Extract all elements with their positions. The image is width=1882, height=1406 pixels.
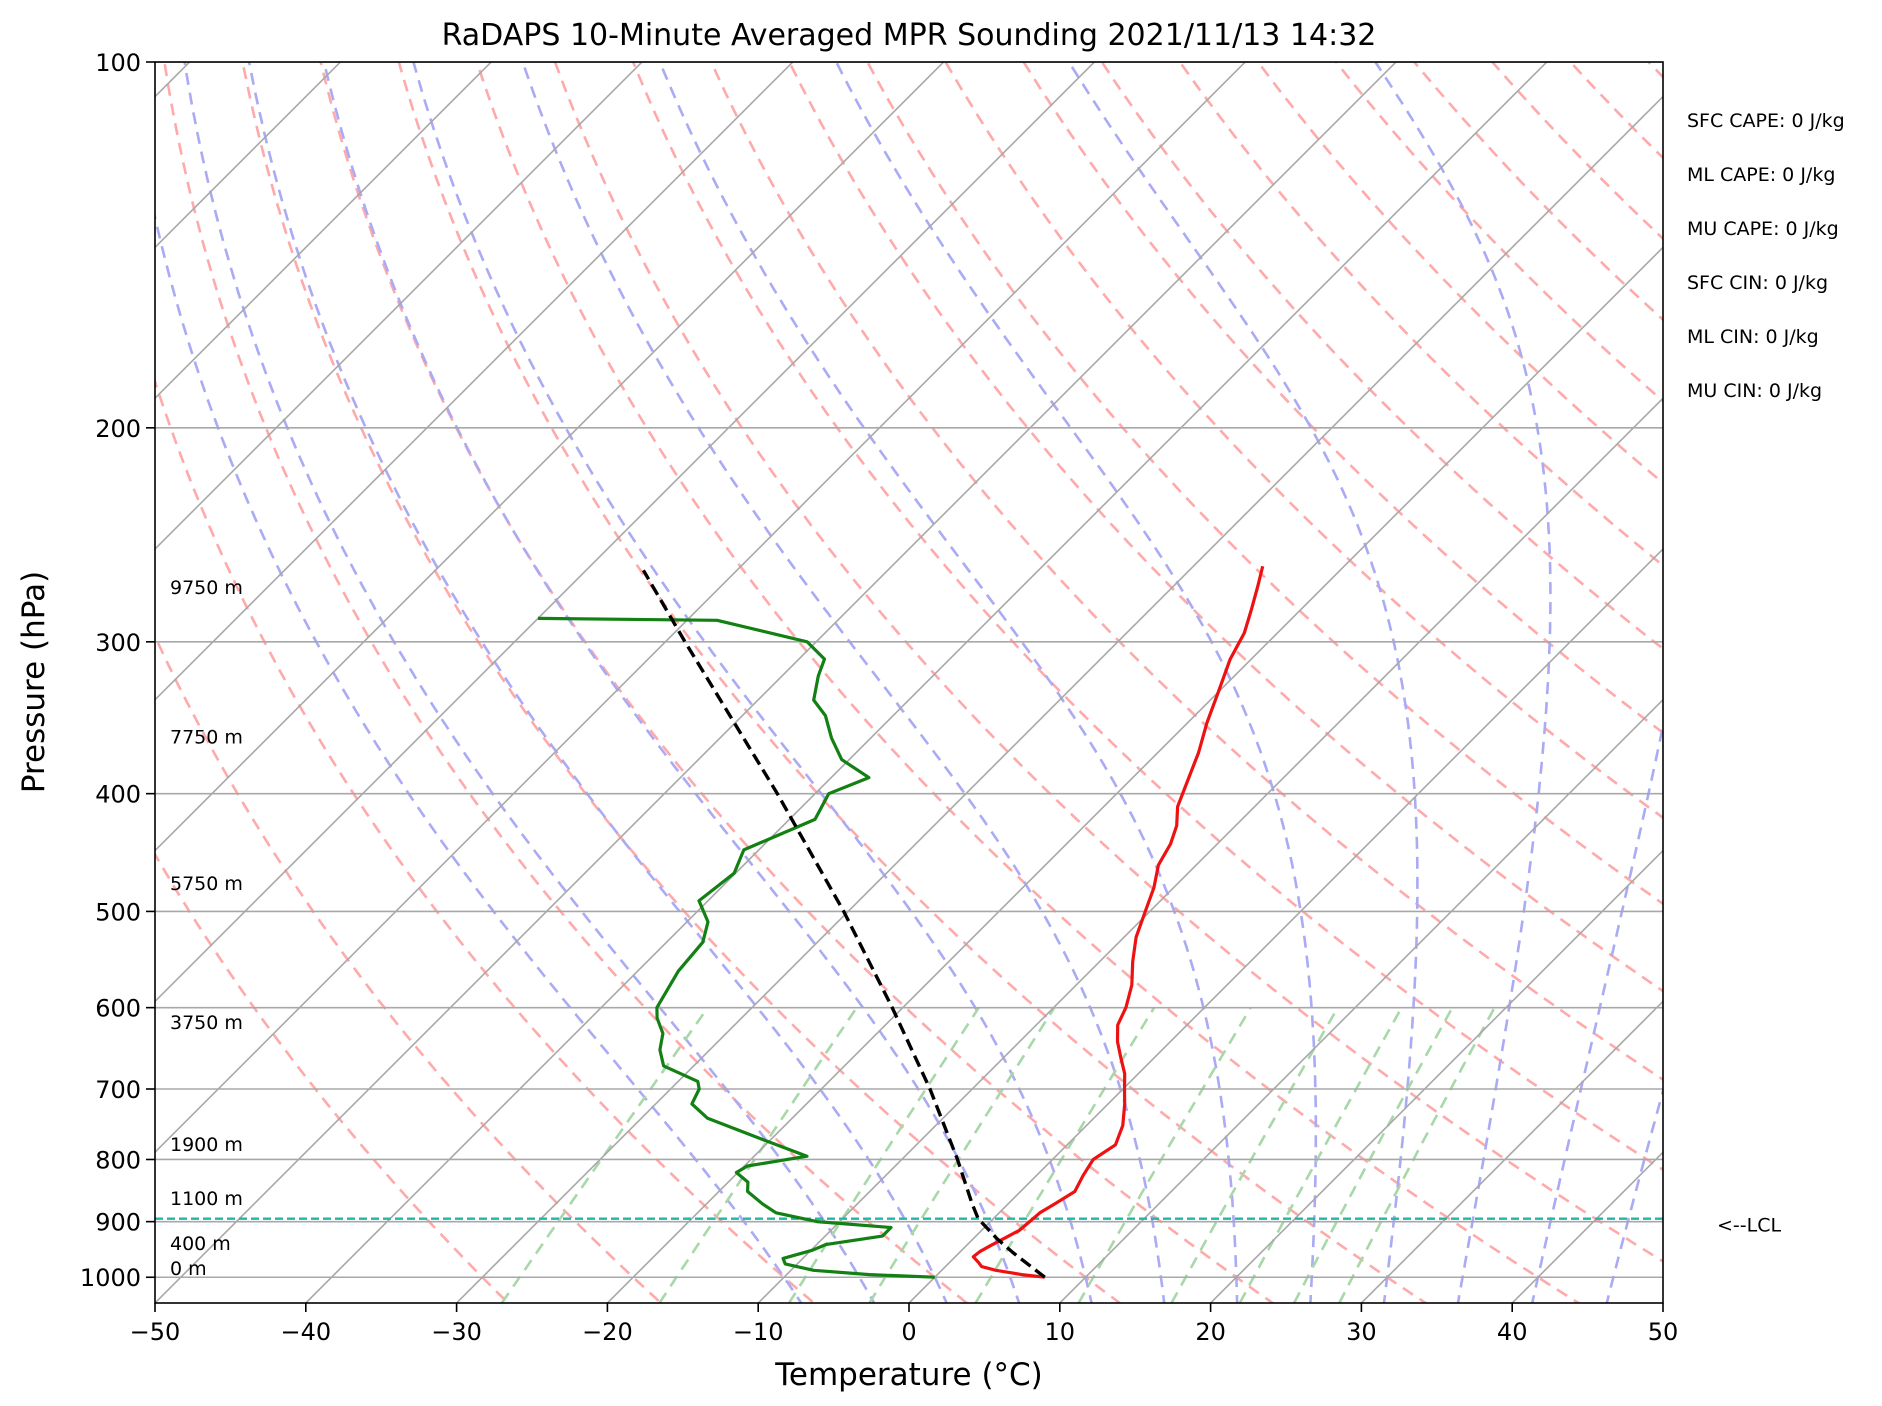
dry-adiabat-line [163,62,969,1303]
isotherm-line [155,62,493,400]
moist-adiabat-line [1374,62,1552,1303]
dry-adiabat-line [1022,62,1663,735]
y-tick-label: 700 [95,1076,141,1104]
x-tick-label: 50 [1648,1318,1679,1346]
isotherm-line [1209,849,1663,1303]
mixing-ratio-line [1238,1006,1403,1303]
dry-adiabat-line [709,62,1663,1082]
dry-adiabat-line [397,62,1428,1303]
background-lines [155,62,1663,1303]
moist-adiabat-line [835,62,1318,1303]
data-lines [155,565,1663,1279]
isotherm-line [155,62,1096,1003]
isotherm-line [606,246,1663,1303]
height-label: 1100 m [170,1188,243,1210]
mixing-ratio-line [1292,1006,1454,1303]
moist-adiabat-line [412,62,1093,1303]
parcel-profile-line [641,569,1046,1279]
isotherm-line [155,62,794,701]
y-tick-label: 500 [95,898,141,926]
isotherm-line [757,397,1663,1303]
x-tick-label: −20 [582,1318,633,1346]
y-tick-label: 100 [95,49,141,77]
y-tick-label: 600 [95,995,141,1023]
isotherm-line [304,62,1548,1303]
x-tick-label: −40 [280,1318,331,1346]
moist-adiabat-line [1067,62,1419,1303]
x-axis-label: Temperature (°C) [774,1357,1043,1393]
dry-adiabat-line [155,633,663,1303]
height-label: 0 m [170,1258,207,1280]
y-tick-label: 300 [95,629,141,657]
moist-adiabat-line [521,62,1166,1303]
dry-adiabat-line [631,62,1663,1172]
y-tick-label: 200 [95,415,141,443]
height-label: 3750 m [170,1012,243,1034]
height-label: 1900 m [170,1134,243,1156]
moist-adiabat-line [247,62,949,1303]
mixing-ratio-line [1077,1006,1252,1303]
height-label: 9750 m [170,577,243,599]
mixing-ratio-line [974,1006,1156,1303]
chart-title: RaDAPS 10-Minute Averaged MPR Sounding 2… [442,18,1377,53]
isotherm-line [1360,1000,1663,1303]
isotherm-line [155,62,1398,1303]
mixing-ratio-line [658,1006,858,1303]
x-tick-label: 40 [1497,1318,1528,1346]
dry-adiabat-line [553,62,1663,1263]
x-tick-label: 20 [1195,1318,1226,1346]
y-tick-label: 1000 [80,1264,141,1292]
isotherm-line [155,62,644,551]
ml-cape-text: ML CAPE: 0 J/kg [1687,164,1836,186]
dry-adiabat-line [944,62,1663,820]
axes: −50 −40 −30 −20 −10 0 10 20 30 40 50 100 200 300 400 50… [80,49,1678,1346]
dry-adiabat-line [865,62,1663,906]
height-label: 5750 m [170,873,243,895]
dry-adiabat-line [241,62,1122,1303]
dry-adiabat-line [155,377,816,1303]
mixing-ratio-line [500,1006,709,1303]
sfc-cape-text: SFC CAPE: 0 J/kg [1687,110,1845,132]
dry-adiabat-line [155,851,510,1303]
x-tick-label: 30 [1346,1318,1377,1346]
x-tick-label: 0 [901,1318,916,1346]
temperature-line [971,565,1265,1279]
mu-cin-text: MU CIN: 0 J/kg [1687,380,1823,402]
labels: 0 m 400 m 1100 m 1900 m 3750 m 5750 m 7750 m 97… [170,577,1781,1280]
height-label: 7750 m [170,726,243,748]
y-tick-label: 900 [95,1209,141,1237]
mu-cape-text: MU CAPE: 0 J/kg [1687,218,1839,240]
y-axis-label: Pressure (hPa) [16,571,52,793]
mixing-ratio-line [868,1006,1056,1303]
y-tick-label: 400 [95,781,141,809]
isotherm-line [155,62,1247,1154]
x-tick-label: −10 [733,1318,784,1346]
x-tick-label: −30 [431,1318,482,1346]
moist-adiabat-line [155,211,803,1303]
isotherm-line [455,95,1663,1303]
moist-adiabat-line [322,62,1021,1303]
mixing-ratio-line [1170,1006,1339,1303]
height-label: 400 m [170,1233,231,1255]
mixing-ratio-line [1338,1006,1496,1303]
moist-adiabat-line [658,62,1239,1303]
dewpoint-line [537,616,935,1279]
isotherm-line [155,62,945,852]
moist-adiabat-line [1530,720,1663,1303]
isotherm-line [1058,698,1663,1303]
mixing-ratio-line [787,1006,980,1303]
x-tick-label: −50 [130,1318,181,1346]
dry-adiabat-line [319,62,1275,1303]
lcl-label: <--LCL [1717,1215,1781,1237]
isotherm-line [907,547,1663,1303]
y-tick-label: 800 [95,1146,141,1174]
sfc-cin-text: SFC CIN: 0 J/kg [1687,272,1829,294]
x-tick-label: 10 [1045,1318,1076,1346]
dry-adiabat-line [475,62,1581,1303]
moist-adiabat-line [1605,1086,1663,1303]
ml-cin-text: ML CIN: 0 J/kg [1687,326,1819,348]
